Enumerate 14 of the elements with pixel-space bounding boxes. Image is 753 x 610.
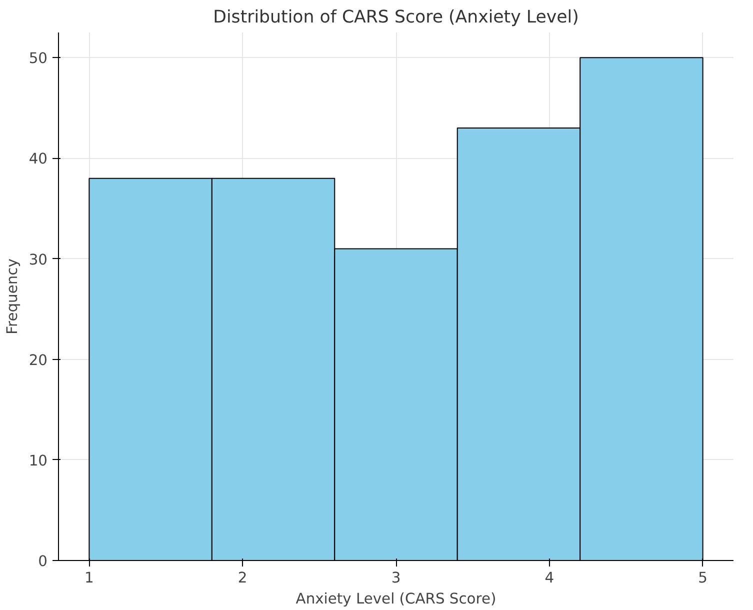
chart-title: Distribution of CARS Score (Anxiety Level) bbox=[213, 8, 579, 28]
x-tick-label: 5 bbox=[698, 570, 708, 586]
y-axis-title: Frequency bbox=[4, 258, 21, 334]
x-tick-label: 2 bbox=[238, 570, 248, 586]
y-tick-label: 10 bbox=[28, 452, 48, 470]
y-tick-label: 40 bbox=[28, 150, 48, 168]
x-axis-title: Anxiety Level (CARS Score) bbox=[296, 590, 496, 608]
y-tick-label: 0 bbox=[38, 553, 48, 570]
y-tick-label: 30 bbox=[28, 251, 48, 268]
y-tick-label: 50 bbox=[28, 50, 48, 68]
x-tick-label: 1 bbox=[84, 570, 94, 586]
y-tick-label: 20 bbox=[28, 352, 48, 369]
x-tick-label: 4 bbox=[544, 570, 554, 586]
x-tick-label: 3 bbox=[391, 570, 401, 586]
